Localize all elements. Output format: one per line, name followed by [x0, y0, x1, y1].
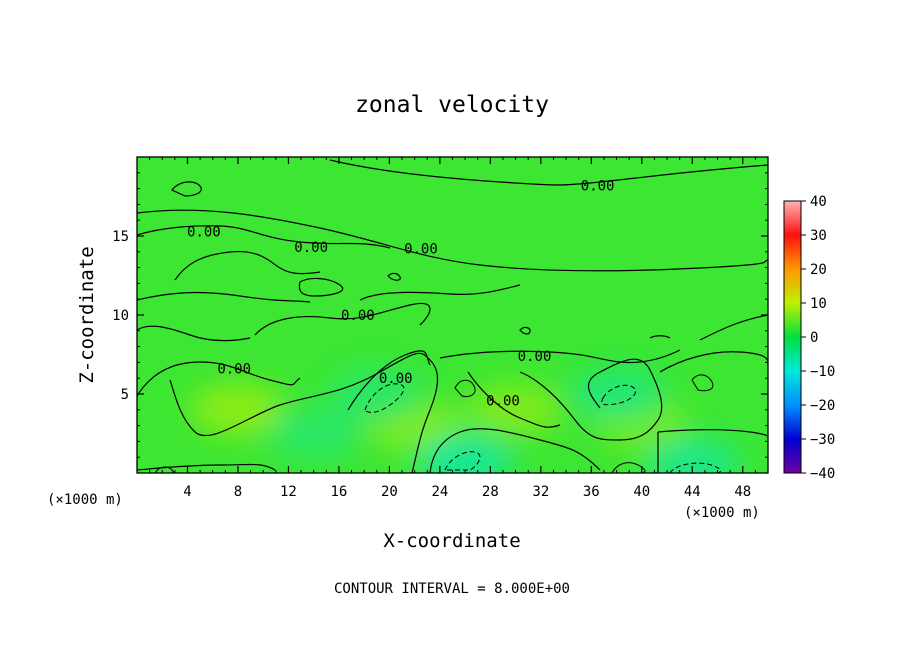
- y-tick-label: 5: [121, 387, 129, 403]
- colorbar-tick-label: −30: [810, 432, 835, 448]
- contour-line: [171, 181, 202, 197]
- field-blob: [644, 437, 741, 473]
- contour-lines: [137, 159, 768, 473]
- contour-label: 0.00: [379, 371, 413, 387]
- contour-line: [454, 379, 476, 397]
- contour-label: 0.00: [217, 362, 251, 378]
- x-tick-label: 4: [183, 484, 191, 500]
- contour-label: 0.00: [294, 240, 328, 256]
- x-tick-label: 44: [684, 484, 701, 500]
- y-tick-label: 15: [112, 229, 129, 245]
- chart-title: zonal velocity: [355, 92, 549, 118]
- contour-line: [137, 325, 251, 342]
- colorbar-tick-label: 30: [810, 228, 827, 244]
- contour-label: 0.00: [341, 308, 375, 324]
- x-tick-label: 28: [482, 484, 499, 500]
- y-ticks: 5 10 15: [112, 172, 768, 458]
- x-tick-label: 32: [532, 484, 549, 500]
- colorbar-tick-label: 40: [810, 194, 827, 210]
- x-tick-label: 12: [280, 484, 297, 500]
- contour-label: 0.00: [518, 349, 552, 365]
- contour-line: [699, 314, 768, 341]
- contour-line: [359, 284, 521, 301]
- colorbar-tick-label: −20: [810, 398, 835, 414]
- contour-line: [137, 291, 311, 303]
- contour-line: [137, 361, 301, 397]
- x-unit-note-right: (×1000 m): [684, 505, 760, 521]
- colorbar: 40 30 20 10 0 −10 −20 −30 −40: [783, 194, 835, 482]
- contour-interval-text: CONTOUR INTERVAL = 8.000E+00: [334, 581, 570, 597]
- contour-line: [467, 371, 561, 428]
- negative-contour-line: [364, 383, 405, 413]
- contour-line: [387, 272, 401, 281]
- contour-line: [657, 429, 768, 445]
- contour-label: 0.00: [581, 178, 615, 194]
- contour-label: 0.00: [486, 393, 520, 409]
- colorbar-ticks: 40 30 20 10 0 −10 −20 −30 −40: [801, 194, 835, 482]
- y-tick-label: 10: [112, 308, 129, 324]
- x-ticks: 4 8 12 16 20 24 28 32 36 40 44 48: [149, 157, 756, 500]
- contour-line: [137, 463, 276, 471]
- field-blob: [467, 383, 564, 436]
- contour-label: 0.00: [404, 242, 438, 258]
- field-blob: [265, 407, 362, 460]
- x-axis-label: X-coordinate: [383, 530, 520, 552]
- contour-line: [519, 326, 531, 335]
- x-tick-label: 16: [330, 484, 347, 500]
- x-tick-label: 8: [234, 484, 242, 500]
- contour-label: 0.00: [187, 224, 221, 240]
- negative-contour-line: [444, 451, 481, 471]
- x-tick-label: 36: [583, 484, 600, 500]
- contour-line: [137, 225, 391, 249]
- contour-line: [298, 277, 344, 297]
- contour-line: [347, 350, 431, 411]
- y-axis-label: Z-coordinate: [76, 246, 98, 383]
- colorbar-gradient: [783, 200, 802, 474]
- contour-line: [137, 209, 768, 272]
- field-blob: [189, 383, 286, 436]
- colorbar-tick-label: 10: [810, 296, 827, 312]
- field-shading: [189, 368, 741, 473]
- colorbar-tick-label: 20: [810, 262, 827, 278]
- contour-labels: 0.00 0.00 0.00 0.00 0.00 0.00 0.00 0.00 0.00: [187, 178, 614, 409]
- colorbar-tick-label: −10: [810, 364, 835, 380]
- contour-line: [174, 250, 321, 281]
- field-blob: [417, 434, 514, 473]
- x-tick-label: 40: [633, 484, 650, 500]
- field-blob: [568, 368, 665, 420]
- contour-line: [169, 352, 439, 473]
- colorbar-tick-label: −40: [810, 466, 835, 482]
- x-unit-note-left: (×1000 m): [47, 492, 123, 508]
- contour-line: [429, 428, 601, 473]
- contour-line: [649, 335, 671, 339]
- x-tick-label: 24: [431, 484, 448, 500]
- contour-line: [154, 466, 175, 473]
- field-blob: [328, 368, 425, 420]
- x-tick-label: 48: [734, 484, 751, 500]
- contour-line: [329, 159, 768, 186]
- contour-line: [254, 302, 431, 336]
- contour-line: [519, 358, 663, 441]
- contour-line: [659, 351, 768, 373]
- contour-line: [691, 374, 714, 392]
- negative-contour-line: [601, 384, 636, 406]
- contour-line: [439, 349, 681, 364]
- x-tick-label: 20: [381, 484, 398, 500]
- colorbar-tick-label: 0: [810, 330, 818, 346]
